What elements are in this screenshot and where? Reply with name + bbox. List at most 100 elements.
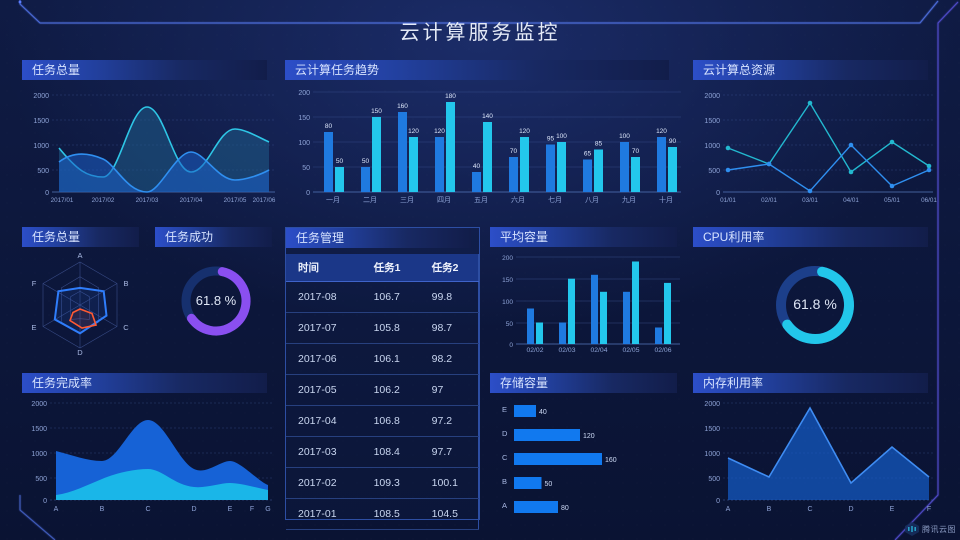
svg-text:120: 120: [656, 128, 667, 135]
svg-text:D: D: [848, 506, 853, 513]
svg-text:2017/03: 2017/03: [136, 197, 159, 204]
svg-text:02/04: 02/04: [590, 347, 607, 354]
svg-text:500: 500: [708, 476, 720, 483]
svg-text:2000: 2000: [704, 401, 720, 408]
svg-text:C: C: [502, 453, 508, 462]
svg-text:02/01: 02/01: [761, 197, 777, 204]
svg-text:九月: 九月: [622, 195, 636, 204]
svg-text:61.8 %: 61.8 %: [196, 293, 237, 308]
svg-text:D: D: [502, 429, 508, 438]
svg-text:01/01: 01/01: [720, 197, 736, 204]
svg-text:五月: 五月: [474, 196, 488, 204]
svg-text:150: 150: [502, 277, 513, 284]
svg-text:1000: 1000: [33, 143, 49, 150]
svg-text:120: 120: [434, 128, 445, 135]
svg-text:0: 0: [509, 342, 513, 349]
svg-text:50: 50: [336, 158, 344, 165]
svg-text:2017/06: 2017/06: [253, 197, 276, 204]
svg-text:F: F: [32, 279, 37, 288]
svg-text:六月: 六月: [511, 195, 525, 204]
svg-text:500: 500: [35, 476, 47, 483]
svg-text:G: G: [265, 506, 270, 513]
svg-text:2017/01: 2017/01: [51, 197, 74, 204]
svg-text:02/03: 02/03: [558, 347, 575, 354]
svg-text:04/01: 04/01: [843, 197, 859, 204]
svg-text:E: E: [228, 506, 233, 513]
svg-text:50: 50: [545, 481, 553, 488]
svg-text:70: 70: [632, 148, 640, 155]
svg-text:E: E: [31, 323, 36, 332]
svg-text:1500: 1500: [33, 118, 49, 125]
svg-text:100: 100: [619, 133, 630, 140]
svg-text:十月: 十月: [659, 195, 673, 204]
svg-text:02/06: 02/06: [654, 347, 671, 354]
svg-text:A: A: [54, 506, 59, 513]
svg-text:40: 40: [473, 163, 481, 170]
svg-text:80: 80: [325, 123, 333, 130]
svg-text:100: 100: [502, 299, 513, 306]
svg-text:0: 0: [306, 190, 310, 197]
svg-text:150: 150: [298, 115, 310, 122]
svg-text:1500: 1500: [704, 426, 720, 433]
svg-text:D: D: [191, 506, 196, 513]
svg-text:100: 100: [556, 133, 567, 140]
svg-text:2017/05: 2017/05: [224, 197, 247, 204]
svg-text:50: 50: [302, 165, 310, 172]
svg-text:95: 95: [547, 136, 555, 143]
svg-text:0: 0: [716, 190, 720, 197]
svg-text:02/05: 02/05: [622, 347, 639, 354]
svg-text:85: 85: [595, 141, 603, 148]
svg-text:0: 0: [716, 498, 720, 505]
svg-text:40: 40: [539, 409, 547, 416]
svg-text:2000: 2000: [704, 93, 720, 100]
svg-text:500: 500: [37, 168, 49, 175]
svg-text:A: A: [726, 506, 731, 513]
svg-text:180: 180: [445, 93, 456, 100]
svg-text:四月: 四月: [437, 196, 451, 204]
svg-text:1000: 1000: [704, 451, 720, 458]
svg-text:F: F: [927, 506, 931, 513]
svg-text:70: 70: [510, 148, 518, 155]
svg-text:八月: 八月: [585, 196, 599, 204]
svg-text:80: 80: [561, 505, 569, 512]
svg-text:C: C: [145, 506, 150, 513]
svg-text:2017/02: 2017/02: [92, 197, 115, 204]
svg-text:50: 50: [506, 321, 514, 328]
svg-text:02/02: 02/02: [526, 347, 543, 354]
svg-text:A: A: [77, 251, 82, 260]
svg-text:61.8 %: 61.8 %: [793, 296, 837, 312]
svg-text:C: C: [123, 323, 129, 332]
svg-text:50: 50: [362, 158, 370, 165]
svg-text:05/01: 05/01: [884, 197, 900, 204]
svg-text:2017/04: 2017/04: [180, 197, 203, 204]
svg-text:200: 200: [298, 90, 310, 97]
svg-text:03/01: 03/01: [802, 197, 818, 204]
svg-text:200: 200: [502, 255, 513, 262]
svg-text:100: 100: [298, 140, 310, 147]
svg-text:1000: 1000: [704, 143, 720, 150]
svg-text:二月: 二月: [363, 196, 377, 204]
svg-text:七月: 七月: [548, 195, 562, 204]
svg-text:120: 120: [408, 128, 419, 135]
svg-text:B: B: [100, 506, 105, 513]
svg-text:160: 160: [605, 457, 617, 464]
svg-text:120: 120: [583, 433, 595, 440]
svg-text:500: 500: [708, 168, 720, 175]
svg-text:150: 150: [371, 108, 382, 115]
svg-text:三月: 三月: [400, 196, 414, 204]
svg-text:D: D: [77, 348, 83, 355]
svg-text:B: B: [502, 477, 507, 486]
svg-text:A: A: [502, 501, 507, 510]
svg-text:E: E: [890, 506, 895, 513]
svg-text:90: 90: [669, 138, 677, 145]
svg-text:1500: 1500: [31, 426, 47, 433]
svg-text:120: 120: [519, 128, 530, 135]
svg-text:B: B: [767, 506, 772, 513]
svg-text:B: B: [123, 279, 128, 288]
svg-text:0: 0: [43, 498, 47, 505]
svg-text:0: 0: [45, 190, 49, 197]
svg-text:E: E: [502, 405, 507, 414]
svg-text:一月: 一月: [326, 196, 340, 204]
svg-text:140: 140: [482, 113, 493, 120]
svg-text:2000: 2000: [33, 93, 49, 100]
